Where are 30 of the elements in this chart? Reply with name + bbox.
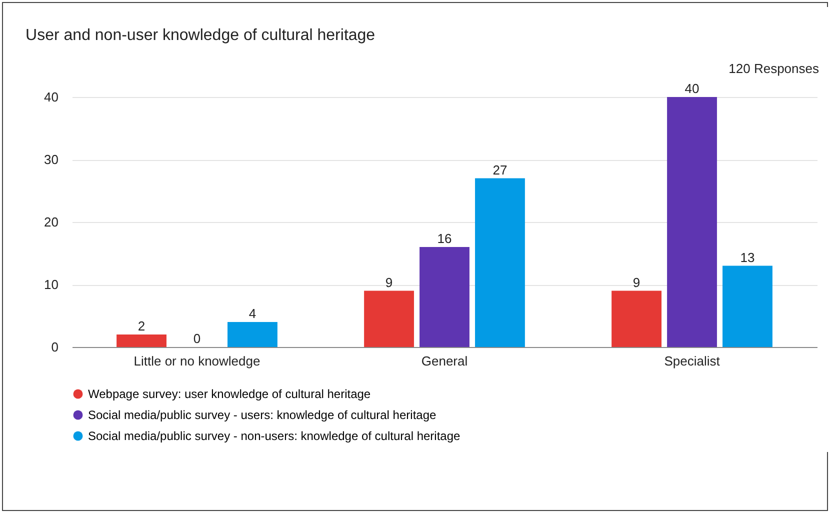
data-label: 16 — [437, 231, 452, 246]
data-label: 13 — [740, 250, 755, 265]
chart-title: User and non-user knowledge of cultural heritage — [26, 27, 376, 44]
y-tick-label: 40 — [44, 90, 58, 104]
data-label: 4 — [248, 306, 256, 321]
y-tick-label: 10 — [44, 277, 58, 292]
y-tick-label: 0 — [51, 340, 58, 354]
bar — [612, 290, 662, 347]
x-tick-label: Little or no knowledge — [134, 354, 260, 368]
data-label: 9 — [385, 274, 393, 290]
bar — [667, 97, 717, 347]
bar — [116, 334, 166, 347]
text: 120 Responses — [728, 61, 819, 76]
data-label: 0 — [193, 331, 201, 346]
legend-label: Social media/public survey - non-users: knowledge of cultural heritage — [88, 429, 461, 443]
data-label: 27 — [492, 162, 508, 178]
x-tick-label: Specialist — [664, 354, 720, 368]
bar — [420, 247, 470, 347]
data-label: 9 — [632, 274, 640, 290]
data-label: 2 — [138, 318, 146, 334]
bar — [228, 322, 278, 347]
x-tick-label: General — [421, 354, 468, 368]
y-tick-label: 20 — [44, 214, 58, 230]
bar — [364, 290, 414, 347]
bar — [475, 178, 525, 347]
bar — [722, 266, 772, 347]
legend-label: Webpage survey: user knowledge of cultural heritage — [88, 387, 371, 401]
y-tick-label: 30 — [44, 152, 58, 167]
legend-label: Social media/public survey - users: knowledge of cultural heritage — [88, 408, 436, 422]
data-label: 40 — [684, 81, 700, 96]
